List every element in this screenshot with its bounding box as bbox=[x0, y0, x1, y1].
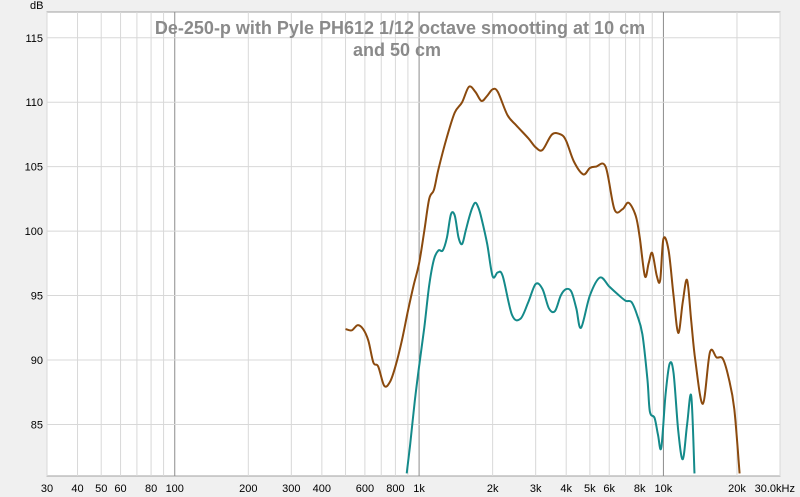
chart-title-line-2: and 50 cm bbox=[353, 40, 441, 60]
y-axis-label: dB bbox=[30, 0, 43, 12]
x-tick-label: 8k bbox=[634, 483, 646, 495]
y-tick-label: 90 bbox=[31, 355, 43, 367]
y-tick-label: 105 bbox=[25, 162, 43, 174]
chart-title-line-1: De-250-p with Pyle PH612 1/12 octave smo… bbox=[155, 18, 645, 38]
y-tick-label: 115 bbox=[25, 33, 43, 45]
y-tick-label: 100 bbox=[25, 226, 43, 238]
x-tick-label: 30.0kHz bbox=[755, 483, 795, 495]
x-tick-label: 1k bbox=[413, 483, 425, 495]
series-line bbox=[405, 201, 696, 474]
x-tick-label: 300 bbox=[282, 483, 300, 495]
x-tick-label: 20k bbox=[728, 483, 746, 495]
x-tick-label: 60 bbox=[114, 483, 126, 495]
x-tick-label: 4k bbox=[560, 483, 572, 495]
x-tick-label: 2k bbox=[487, 483, 499, 495]
x-tick-label: 5k bbox=[584, 483, 596, 495]
y-tick-label: 85 bbox=[31, 419, 43, 431]
x-tick-label: 80 bbox=[145, 483, 157, 495]
x-tick-label: 800 bbox=[386, 483, 404, 495]
x-tick-label: 600 bbox=[356, 483, 374, 495]
chart-title: De-250-p with Pyle PH612 1/12 octave smo… bbox=[155, 18, 645, 60]
y-tick-label: 95 bbox=[31, 291, 43, 303]
x-tick-label: 3k bbox=[530, 483, 542, 495]
x-tick-label: 10k bbox=[655, 483, 673, 495]
x-tick-label: 50 bbox=[95, 483, 107, 495]
x-tick-label: 100 bbox=[166, 483, 184, 495]
series-layer bbox=[345, 85, 741, 474]
x-tick-label: 6k bbox=[603, 483, 615, 495]
grid bbox=[46, 12, 781, 476]
x-tick-label: 200 bbox=[239, 483, 257, 495]
x-tick-label: 40 bbox=[71, 483, 83, 495]
x-tick-label: 30 bbox=[41, 483, 53, 495]
x-tick-label: 400 bbox=[313, 483, 331, 495]
y-tick-label: 110 bbox=[25, 97, 43, 109]
x-axis: 30 40 50 60 80 100 200 300 400 600 800 1k 2k 3k 4k 5k 6k… bbox=[41, 483, 795, 495]
plot-area bbox=[46, 11, 781, 477]
y-axis: dB 85 90 95 100 105 110 115 bbox=[25, 0, 44, 431]
series-line bbox=[345, 85, 741, 474]
